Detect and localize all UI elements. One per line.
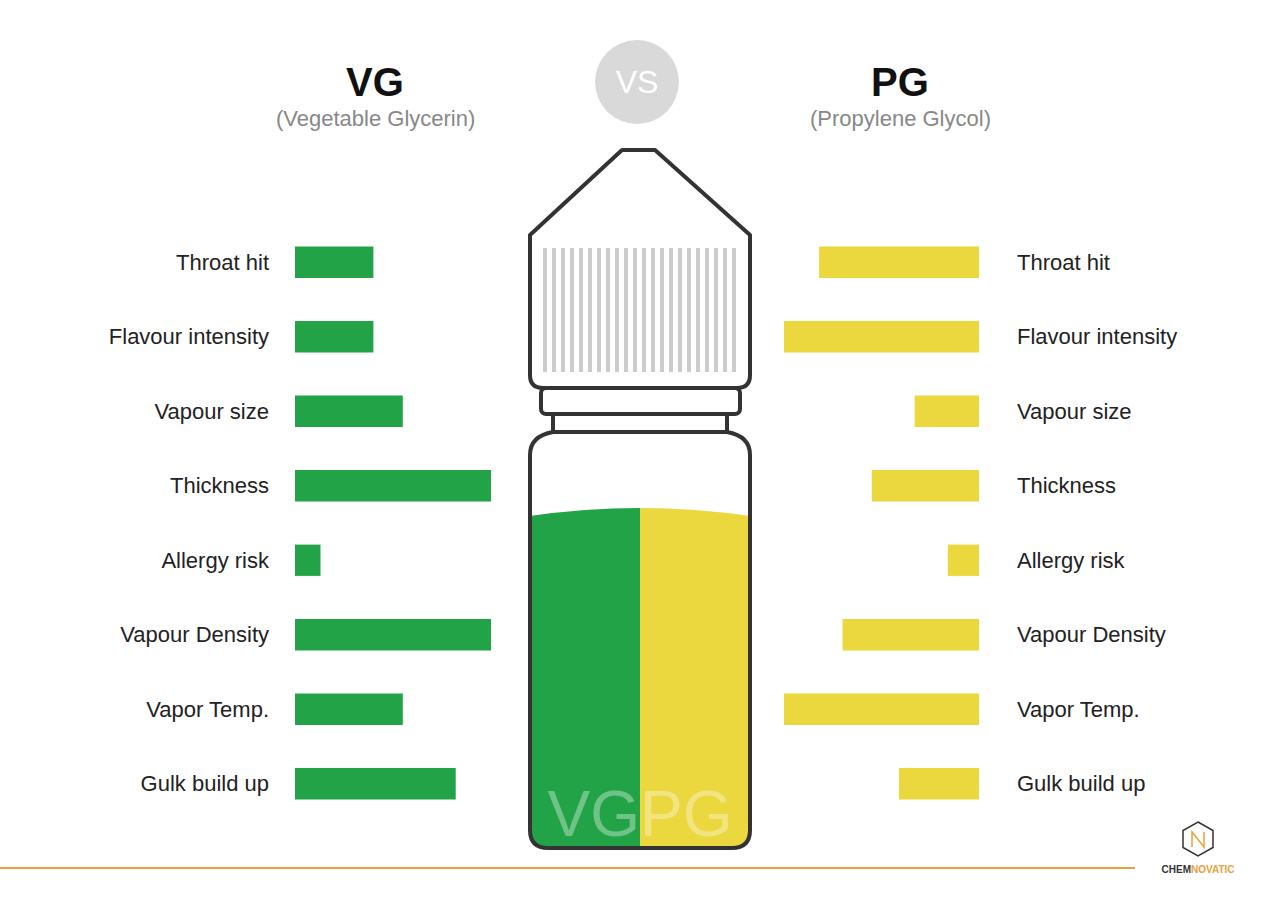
svg-text:Vapour Density: Vapour Density	[1017, 622, 1166, 647]
svg-text:VGPG: VGPG	[548, 778, 733, 850]
svg-text:PG: PG	[871, 60, 929, 104]
svg-text:Gulk build up: Gulk build up	[141, 771, 269, 796]
svg-text:VG: VG	[346, 60, 404, 104]
svg-text:Vapour Density: Vapour Density	[120, 622, 269, 647]
svg-text:CHEMNOVATIC: CHEMNOVATIC	[1162, 864, 1235, 875]
svg-text:Vapor Temp.: Vapor Temp.	[1017, 697, 1140, 722]
svg-text:Flavour intensity: Flavour intensity	[1017, 324, 1177, 349]
svg-text:(Propylene Glycol): (Propylene Glycol)	[810, 106, 991, 131]
svg-text:Allergy risk: Allergy risk	[161, 548, 270, 573]
svg-text:VS: VS	[616, 64, 659, 100]
svg-text:Flavour intensity: Flavour intensity	[109, 324, 269, 349]
svg-text:Thickness: Thickness	[1017, 473, 1116, 498]
svg-text:Vapor Temp.: Vapor Temp.	[146, 697, 269, 722]
svg-text:Allergy risk: Allergy risk	[1017, 548, 1126, 573]
svg-text:(Vegetable Glycerin): (Vegetable Glycerin)	[276, 106, 475, 131]
svg-text:Gulk build up: Gulk build up	[1017, 771, 1145, 796]
svg-text:Throat hit: Throat hit	[1017, 250, 1110, 275]
svg-text:Thickness: Thickness	[170, 473, 269, 498]
svg-text:Vapour size: Vapour size	[154, 399, 269, 424]
svg-text:Throat hit: Throat hit	[176, 250, 269, 275]
svg-text:Vapour size: Vapour size	[1017, 399, 1132, 424]
